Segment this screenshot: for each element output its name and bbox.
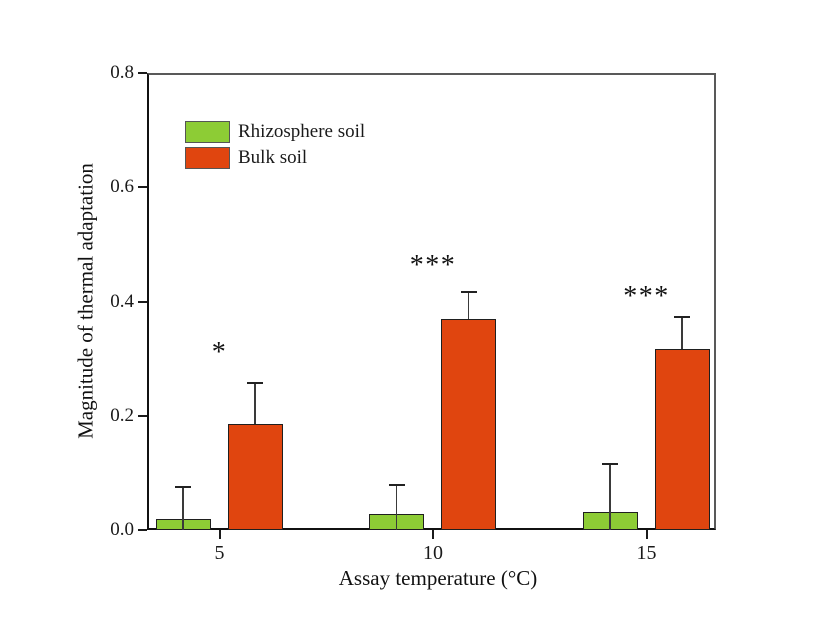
legend-label-bulk-soil: Bulk soil bbox=[238, 147, 308, 168]
x-axis-tick-label: 10 bbox=[423, 542, 443, 564]
significance-marker-15c: *** bbox=[623, 280, 670, 312]
error-bar-cap bbox=[247, 381, 263, 384]
y-axis-tick-label: 0.0 bbox=[110, 519, 134, 540]
legend-item-rhizosphere-soil: Rhizosphere soil bbox=[185, 121, 365, 143]
bar-bulk-soil-5c bbox=[227, 423, 283, 530]
y-axis-tick bbox=[138, 72, 147, 74]
x-axis-tick bbox=[645, 530, 648, 539]
y-axis-tick bbox=[138, 529, 147, 531]
plot-area-frame bbox=[147, 73, 716, 530]
significance-marker-10c: *** bbox=[409, 250, 457, 282]
x-axis-title: Assay temperature (°C) bbox=[338, 566, 538, 590]
error-bar-cap bbox=[388, 483, 405, 486]
significance-marker-5c: * bbox=[211, 336, 228, 368]
bar-bulk-soil-15c bbox=[654, 348, 710, 530]
error-bar-cap bbox=[602, 462, 618, 465]
legend-swatch-bulk-soil bbox=[185, 147, 230, 169]
error-bar-line bbox=[609, 463, 611, 530]
legend: Rhizosphere soil Bulk soil bbox=[185, 121, 365, 173]
error-bar-cap bbox=[175, 485, 191, 488]
legend-swatch-rhizosphere-soil bbox=[185, 121, 230, 143]
y-axis-tick-label: 0.2 bbox=[110, 404, 134, 426]
error-bar-line bbox=[467, 291, 470, 319]
bar-bulk-soil-10c bbox=[441, 318, 496, 530]
legend-label-rhizosphere-soil: Rhizosphere soil bbox=[238, 121, 366, 142]
y-axis-tick bbox=[138, 186, 147, 189]
error-bar-line bbox=[395, 484, 398, 530]
x-axis-tick bbox=[432, 530, 434, 539]
y-axis-tick-label: 0.4 bbox=[110, 290, 134, 312]
error-bar-cap bbox=[460, 290, 477, 293]
x-axis-tick bbox=[218, 530, 221, 539]
error-bar-line bbox=[254, 382, 256, 424]
y-axis-tick-label: 0.6 bbox=[110, 176, 134, 198]
error-bar-line bbox=[182, 486, 184, 530]
y-axis-tick bbox=[138, 300, 147, 303]
x-axis-tick-label: 15 bbox=[636, 542, 657, 564]
error-bar-line bbox=[681, 316, 683, 349]
x-axis-tick-label: 5 bbox=[214, 542, 225, 564]
y-axis-tick bbox=[138, 414, 147, 417]
error-bar-cap bbox=[674, 315, 690, 318]
legend-item-bulk-soil: Bulk soil bbox=[185, 147, 365, 169]
y-axis-tick-label: 0.8 bbox=[110, 62, 134, 83]
